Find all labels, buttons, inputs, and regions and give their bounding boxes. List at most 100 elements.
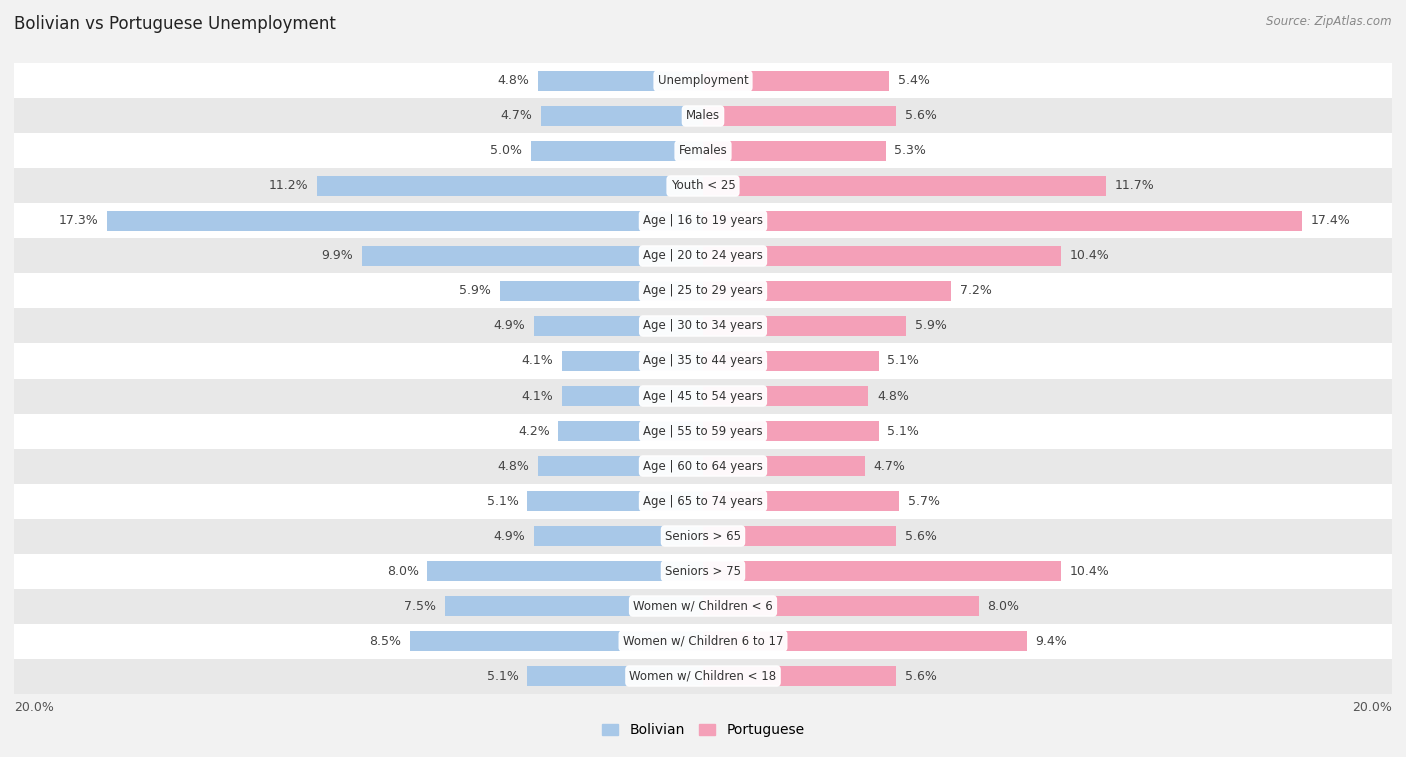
Text: 4.7%: 4.7% xyxy=(873,459,905,472)
Text: 5.1%: 5.1% xyxy=(486,669,519,683)
Text: 4.1%: 4.1% xyxy=(522,354,553,367)
Bar xyxy=(0,378,1406,413)
Text: 8.5%: 8.5% xyxy=(370,634,402,647)
Text: Age | 30 to 34 years: Age | 30 to 34 years xyxy=(643,319,763,332)
Bar xyxy=(527,491,703,511)
Bar xyxy=(0,413,1406,448)
Bar xyxy=(0,344,1406,378)
Bar xyxy=(703,562,1062,581)
Text: 10.4%: 10.4% xyxy=(1070,565,1109,578)
Text: 5.1%: 5.1% xyxy=(887,354,920,367)
Bar xyxy=(562,386,703,406)
Bar xyxy=(0,624,1406,659)
Bar xyxy=(541,107,703,126)
Bar xyxy=(411,631,703,650)
Bar xyxy=(0,659,1406,693)
Text: 4.9%: 4.9% xyxy=(494,319,526,332)
Text: 5.6%: 5.6% xyxy=(904,529,936,543)
Text: 10.4%: 10.4% xyxy=(1070,250,1109,263)
Text: Males: Males xyxy=(686,110,720,123)
Bar xyxy=(0,588,1406,624)
Text: Source: ZipAtlas.com: Source: ZipAtlas.com xyxy=(1267,15,1392,28)
Text: 20.0%: 20.0% xyxy=(14,701,53,714)
Text: Age | 65 to 74 years: Age | 65 to 74 years xyxy=(643,494,763,507)
Bar xyxy=(444,597,703,615)
Bar xyxy=(703,456,865,475)
Bar xyxy=(703,631,1026,650)
Text: 4.8%: 4.8% xyxy=(498,74,529,88)
Text: 4.7%: 4.7% xyxy=(501,110,533,123)
Bar xyxy=(703,386,869,406)
Text: 7.5%: 7.5% xyxy=(404,600,436,612)
Bar xyxy=(703,142,886,160)
Text: Age | 60 to 64 years: Age | 60 to 64 years xyxy=(643,459,763,472)
Text: 5.9%: 5.9% xyxy=(915,319,946,332)
Bar xyxy=(703,211,1302,231)
Text: 5.7%: 5.7% xyxy=(908,494,941,507)
Text: Unemployment: Unemployment xyxy=(658,74,748,88)
Bar xyxy=(534,316,703,335)
Text: 5.4%: 5.4% xyxy=(897,74,929,88)
Bar xyxy=(0,484,1406,519)
Text: Age | 45 to 54 years: Age | 45 to 54 years xyxy=(643,390,763,403)
Text: 7.2%: 7.2% xyxy=(960,285,991,298)
Text: Seniors > 75: Seniors > 75 xyxy=(665,565,741,578)
Bar xyxy=(703,491,900,511)
Text: Age | 35 to 44 years: Age | 35 to 44 years xyxy=(643,354,763,367)
Bar xyxy=(0,98,1406,133)
Bar xyxy=(499,282,703,301)
Bar xyxy=(703,597,979,615)
Bar xyxy=(318,176,703,195)
Bar xyxy=(534,526,703,546)
Text: 9.4%: 9.4% xyxy=(1035,634,1067,647)
Bar xyxy=(703,666,896,686)
Bar xyxy=(562,351,703,371)
Text: 5.9%: 5.9% xyxy=(460,285,491,298)
Bar xyxy=(558,422,703,441)
Text: 5.3%: 5.3% xyxy=(894,145,927,157)
Text: 11.2%: 11.2% xyxy=(269,179,308,192)
Text: Women w/ Children 6 to 17: Women w/ Children 6 to 17 xyxy=(623,634,783,647)
Bar xyxy=(0,273,1406,309)
Text: 4.8%: 4.8% xyxy=(877,390,908,403)
Text: 20.0%: 20.0% xyxy=(1353,701,1392,714)
Bar xyxy=(703,422,879,441)
Text: 4.8%: 4.8% xyxy=(498,459,529,472)
Text: 17.3%: 17.3% xyxy=(59,214,98,228)
Text: 4.9%: 4.9% xyxy=(494,529,526,543)
Bar xyxy=(0,133,1406,169)
Legend: Bolivian, Portuguese: Bolivian, Portuguese xyxy=(596,718,810,743)
Bar xyxy=(703,71,889,91)
Text: 5.0%: 5.0% xyxy=(491,145,522,157)
Text: Bolivian vs Portuguese Unemployment: Bolivian vs Portuguese Unemployment xyxy=(14,15,336,33)
Bar xyxy=(0,519,1406,553)
Bar xyxy=(537,71,703,91)
Bar xyxy=(427,562,703,581)
Text: Age | 25 to 29 years: Age | 25 to 29 years xyxy=(643,285,763,298)
Text: 5.6%: 5.6% xyxy=(904,669,936,683)
Bar xyxy=(0,169,1406,204)
Text: Seniors > 65: Seniors > 65 xyxy=(665,529,741,543)
Bar xyxy=(361,246,703,266)
Bar xyxy=(0,448,1406,484)
Bar xyxy=(703,316,907,335)
Text: 5.6%: 5.6% xyxy=(904,110,936,123)
Text: 4.1%: 4.1% xyxy=(522,390,553,403)
Bar xyxy=(531,142,703,160)
Bar xyxy=(0,204,1406,238)
Text: Women w/ Children < 18: Women w/ Children < 18 xyxy=(630,669,776,683)
Bar xyxy=(703,246,1062,266)
Bar xyxy=(0,553,1406,588)
Text: 8.0%: 8.0% xyxy=(387,565,419,578)
Bar xyxy=(0,309,1406,344)
Text: Women w/ Children < 6: Women w/ Children < 6 xyxy=(633,600,773,612)
Bar xyxy=(0,238,1406,273)
Text: 8.0%: 8.0% xyxy=(987,600,1019,612)
Text: Youth < 25: Youth < 25 xyxy=(671,179,735,192)
Bar xyxy=(703,176,1107,195)
Text: 11.7%: 11.7% xyxy=(1115,179,1154,192)
Bar xyxy=(0,64,1406,98)
Text: 9.9%: 9.9% xyxy=(322,250,353,263)
Bar xyxy=(527,666,703,686)
Bar xyxy=(703,526,896,546)
